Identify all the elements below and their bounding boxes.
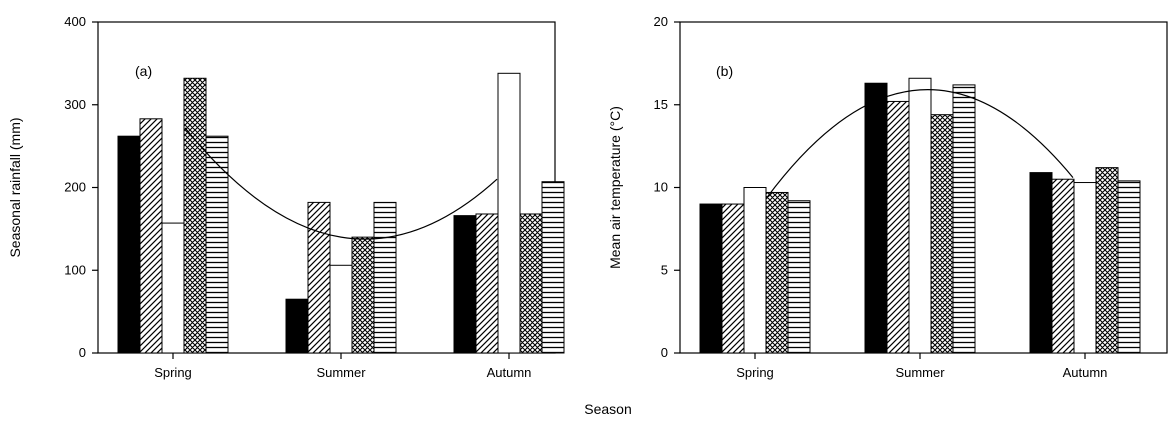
panel-temperature: 0 5 10 15 20 Mean air temperature (°C) (b) Spri… [607, 14, 1168, 380]
y-tick-label: 5 [661, 262, 668, 277]
bar [497, 72, 521, 354]
y-tick-label: 0 [661, 345, 668, 360]
x-tick-label: Summer [316, 365, 366, 380]
bar [1051, 178, 1075, 354]
x-tick-label: Autumn [1063, 365, 1108, 380]
bar [117, 135, 141, 354]
bar [205, 135, 229, 354]
y-axis-title: Seasonal rainfall (mm) [7, 117, 23, 257]
bar [721, 203, 745, 354]
bar [351, 236, 375, 354]
y-tick-label: 300 [64, 97, 86, 112]
x-tick-label: Summer [895, 365, 945, 380]
bar [183, 77, 207, 354]
x-tick-label: Spring [154, 365, 192, 380]
bar [952, 84, 976, 354]
x-tick-label: Spring [736, 365, 774, 380]
bar [1095, 167, 1119, 354]
bar [699, 203, 723, 354]
bar [886, 100, 910, 354]
bar [139, 118, 163, 354]
bar [930, 114, 954, 354]
x-tick-label: Autumn [487, 365, 532, 380]
bar [453, 215, 477, 354]
bar [475, 213, 499, 354]
panel-label: (b) [716, 63, 733, 79]
trend-line [766, 89, 1074, 198]
bar [329, 264, 353, 354]
bar [864, 82, 888, 354]
bar [1073, 182, 1097, 354]
bar [307, 201, 331, 354]
bar [373, 201, 397, 354]
y-tick-label: 15 [654, 97, 668, 112]
bar [541, 181, 565, 354]
y-tick-label: 20 [654, 14, 668, 29]
panel-label: (a) [135, 63, 152, 79]
bar [285, 298, 309, 354]
bar [1029, 172, 1053, 354]
y-tick-label: 200 [64, 180, 86, 195]
y-axis-title: Mean air temperature (°C) [607, 106, 623, 269]
bar [787, 200, 811, 354]
bar [743, 187, 767, 354]
bar [1117, 180, 1141, 354]
y-tick-label: 100 [64, 262, 86, 277]
bar [161, 222, 185, 354]
panel-rainfall: 0 100 200 300 400 Seasonal rainfall (mm) (a) Sp… [7, 14, 565, 380]
bar [908, 77, 932, 354]
y-tick-label: 10 [654, 180, 668, 195]
shared-x-axis-title: Season [584, 401, 631, 417]
y-tick-label: 400 [64, 14, 86, 29]
bar [519, 213, 543, 354]
bar [765, 191, 789, 354]
y-tick-label: 0 [79, 345, 86, 360]
trend-line [184, 127, 498, 240]
